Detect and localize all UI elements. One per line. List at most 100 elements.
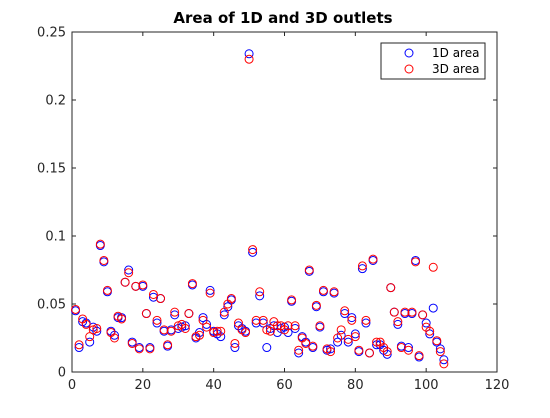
data-point-3d-area bbox=[400, 307, 410, 317]
data-point-3d-area bbox=[195, 330, 204, 340]
y-tick-label: 0.15 bbox=[37, 162, 66, 177]
x-tick-label: 120 bbox=[485, 378, 510, 393]
data-point-3d-area bbox=[251, 315, 261, 325]
data-point-3d-area bbox=[81, 319, 91, 329]
y-tick-label: 0.1 bbox=[45, 230, 66, 245]
legend-label: 3D area bbox=[432, 62, 479, 76]
data-point-1d-area bbox=[343, 337, 353, 347]
data-point-3d-area bbox=[418, 310, 428, 320]
data-point-3d-area bbox=[120, 277, 130, 287]
data-point-3d-area bbox=[95, 239, 105, 249]
data-point-3d-area bbox=[138, 280, 148, 290]
data-point-3d-area bbox=[347, 315, 357, 325]
data-point-3d-area bbox=[244, 54, 254, 64]
series-3d-area bbox=[71, 54, 449, 369]
data-point-3d-area bbox=[99, 255, 109, 265]
data-point-3d-area bbox=[318, 285, 328, 295]
data-point-3d-area bbox=[124, 268, 134, 278]
data-point-3d-area bbox=[290, 321, 300, 331]
data-point-3d-area bbox=[368, 254, 378, 264]
data-point-1d-area bbox=[393, 319, 403, 329]
data-point-1d-area bbox=[148, 292, 158, 302]
y-tick-label: 0 bbox=[58, 366, 66, 381]
data-point-1d-area bbox=[262, 343, 272, 353]
data-point-3d-area bbox=[329, 287, 339, 297]
data-point-1d-area bbox=[428, 303, 438, 313]
data-point-3d-area bbox=[326, 347, 336, 357]
data-point-3d-area bbox=[212, 326, 222, 336]
data-point-1d-area bbox=[340, 309, 350, 319]
data-point-3d-area bbox=[432, 336, 442, 346]
x-tick-label: 20 bbox=[135, 378, 152, 393]
data-point-3d-area bbox=[248, 245, 258, 255]
legend-entries: 1D area 3D area bbox=[404, 46, 479, 76]
data-point-1d-area bbox=[357, 264, 367, 274]
data-point-3d-area bbox=[156, 294, 166, 304]
y-tick-label: 0.25 bbox=[37, 26, 66, 41]
data-point-3d-area bbox=[166, 326, 176, 336]
axes: 0 20 40 60 80 100 120 0 0.05 0.1 0.15 0.2 0.25 bbox=[37, 26, 509, 394]
data-point-1d-area bbox=[439, 355, 449, 365]
y-axis: 0 0.05 0.1 0.15 0.2 0.25 bbox=[37, 26, 497, 381]
x-axis: 0 20 40 60 80 100 120 bbox=[68, 32, 510, 393]
plot-area bbox=[71, 31, 498, 373]
data-point-3d-area bbox=[393, 317, 403, 327]
data-point-1d-area bbox=[361, 318, 371, 328]
data-point-3d-area bbox=[198, 315, 208, 325]
data-point-3d-area bbox=[205, 288, 215, 298]
data-point-3d-area bbox=[411, 257, 421, 267]
data-point-3d-area bbox=[233, 318, 243, 328]
data-point-1d-area bbox=[74, 343, 84, 353]
x-tick-label: 100 bbox=[414, 378, 439, 393]
data-point-1d-area bbox=[244, 49, 254, 59]
data-point-3d-area bbox=[117, 314, 127, 324]
data-point-3d-area bbox=[304, 265, 314, 275]
data-point-1d-area bbox=[170, 310, 180, 320]
data-point-3d-area bbox=[255, 287, 265, 297]
x-tick-label: 80 bbox=[347, 378, 364, 393]
data-point-3d-area bbox=[265, 326, 275, 336]
data-point-3d-area bbox=[428, 262, 438, 272]
data-point-3d-area bbox=[230, 338, 240, 348]
data-point-3d-area bbox=[340, 306, 350, 316]
data-point-3d-area bbox=[131, 281, 141, 291]
legend: 1D area 3D area bbox=[380, 42, 486, 80]
data-point-3d-area bbox=[216, 326, 226, 336]
data-point-3d-area bbox=[435, 347, 445, 357]
data-point-3d-area bbox=[127, 338, 137, 348]
data-point-3d-area bbox=[141, 309, 151, 319]
data-point-3d-area bbox=[439, 359, 449, 369]
data-point-3d-area bbox=[357, 261, 367, 271]
data-point-1d-area bbox=[152, 318, 162, 328]
data-point-3d-area bbox=[184, 309, 194, 319]
data-point-3d-area bbox=[350, 332, 360, 342]
data-point-3d-area bbox=[241, 328, 251, 338]
data-point-1d-area bbox=[403, 343, 413, 353]
data-point-3d-area bbox=[336, 325, 346, 335]
data-point-3d-area bbox=[389, 307, 399, 317]
data-point-1d-area bbox=[382, 349, 392, 359]
data-point-3d-area bbox=[134, 344, 144, 354]
data-point-3d-area bbox=[315, 321, 325, 331]
data-point-3d-area bbox=[354, 345, 364, 355]
data-point-3d-area bbox=[372, 337, 382, 347]
data-point-3d-area bbox=[180, 323, 190, 333]
data-point-3d-area bbox=[361, 315, 371, 325]
data-point-3d-area bbox=[163, 340, 173, 350]
data-point-1d-area bbox=[230, 343, 240, 353]
data-point-3d-area bbox=[202, 322, 212, 332]
data-point-3d-area bbox=[272, 321, 282, 331]
data-point-1d-area bbox=[333, 337, 343, 347]
legend-box bbox=[380, 42, 486, 80]
data-point-1d-area bbox=[425, 329, 435, 339]
data-point-1d-area bbox=[85, 337, 95, 347]
data-point-1d-area bbox=[198, 313, 208, 323]
y-tick-label: 0.2 bbox=[45, 94, 66, 109]
data-point-3d-area bbox=[333, 333, 343, 343]
data-point-3d-area bbox=[407, 307, 417, 317]
data-point-3d-area bbox=[159, 325, 169, 335]
legend-label: 1D area bbox=[432, 46, 479, 60]
data-point-1d-area bbox=[248, 247, 258, 257]
data-point-1d-area bbox=[124, 265, 134, 275]
data-point-3d-area bbox=[187, 279, 197, 289]
